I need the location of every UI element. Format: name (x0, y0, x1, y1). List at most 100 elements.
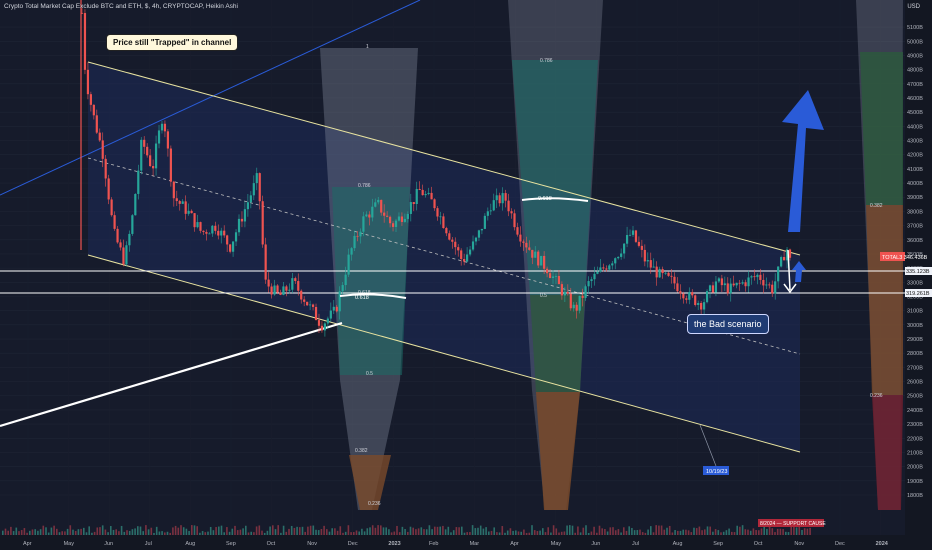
volume-bar (331, 528, 333, 535)
volume-bar (231, 528, 234, 535)
volume-bar (795, 527, 798, 535)
candle-body (501, 193, 504, 204)
candle-body (341, 285, 344, 292)
candle-body (394, 220, 398, 227)
candle-body (427, 192, 430, 195)
volume-bar (112, 529, 115, 535)
volume-bar (10, 526, 12, 535)
volume-bar (579, 532, 582, 535)
candle-body (474, 237, 478, 242)
volume-bar (720, 532, 722, 535)
callout-trapped: Price still "Trapped" in channel (106, 34, 239, 51)
candle-body (605, 268, 608, 270)
candle-body (631, 230, 635, 235)
volume-bar (798, 526, 801, 535)
candle-body (614, 258, 617, 264)
x-tick-label: Jul (145, 541, 152, 547)
volume-bar (401, 526, 404, 535)
volume-bar (93, 531, 96, 535)
candle-body (551, 276, 555, 279)
candle-body (463, 259, 466, 262)
volume-bar (682, 529, 684, 535)
candle-body (217, 230, 220, 236)
candle-body (226, 235, 229, 245)
volume-bar (552, 525, 555, 535)
candle-body (353, 235, 356, 249)
volume-bar (274, 529, 277, 535)
candle-body (788, 249, 792, 258)
volume-bar (596, 532, 598, 535)
candle-body (86, 69, 90, 95)
volume-bar (288, 528, 290, 535)
candle-body (291, 278, 294, 290)
volume-bar (56, 528, 58, 535)
bad-scenario-label: the Bad scenario (687, 314, 769, 334)
y-tick-label: 2300B (907, 422, 923, 428)
candle-body (421, 189, 424, 196)
candle-body (326, 318, 329, 324)
y-tick-label: 1900B (907, 479, 923, 485)
volume-bar (461, 526, 463, 535)
key-level-label: 0.618 (538, 196, 552, 202)
volume-bar (693, 527, 695, 535)
volume-bar (280, 532, 282, 535)
volume-bar (29, 530, 31, 535)
candle-body (400, 216, 404, 222)
candle-body (264, 244, 267, 280)
candle-body (418, 188, 421, 190)
volume-bar (371, 525, 374, 535)
key-level-1 (339, 293, 407, 299)
candle-body (154, 143, 158, 169)
volume-bar (677, 530, 679, 535)
candle-body (777, 266, 780, 282)
candle-body (412, 202, 415, 205)
candle-body (193, 213, 196, 228)
volume-bar (185, 528, 188, 535)
volume-bar (550, 532, 552, 535)
candle-body (415, 188, 418, 205)
fib-fan-3-green (860, 52, 903, 205)
candle-body (774, 281, 777, 294)
candle-body (765, 284, 768, 286)
fib-fan-2-green (512, 60, 598, 295)
candle-body (311, 304, 315, 307)
candle-body (140, 139, 143, 171)
volume-bar (99, 527, 101, 535)
volume-bar (150, 527, 153, 535)
candle-body (516, 227, 519, 235)
volume-bar (215, 527, 217, 535)
candle-body (199, 222, 202, 231)
volume-bar (531, 525, 533, 535)
volume-bar (447, 526, 450, 535)
y-tick-label: 2900B (907, 337, 923, 343)
volume-bar (612, 527, 614, 535)
y-tick-label: 2400B (907, 408, 923, 414)
candle-body (785, 249, 789, 261)
volume-bar (744, 529, 747, 535)
candle-body (747, 277, 750, 287)
volume-bar (539, 530, 541, 535)
time-axis[interactable]: Apr May Jun Jul Aug Sep Oct Nov Dec 2023 Feb Mar Apr… (0, 535, 905, 550)
candle-body (628, 234, 632, 236)
candle-body (519, 234, 522, 242)
candle-body (169, 148, 172, 182)
candle-body (151, 166, 155, 169)
candle-body (700, 302, 703, 310)
candle-body (522, 241, 525, 243)
x-tick-label: Feb (429, 541, 438, 547)
candle-body (572, 304, 575, 309)
volume-bar (620, 532, 622, 535)
volume-bar (272, 525, 274, 535)
volume-bar (660, 525, 663, 535)
volume-bar (655, 525, 657, 535)
volume-bar (336, 530, 339, 535)
candle-body (468, 249, 472, 255)
volume-bar (120, 525, 123, 535)
candle-body (466, 254, 469, 262)
candle-body (507, 200, 510, 212)
candle-body (753, 276, 756, 278)
volume-bar (45, 527, 47, 535)
candle-body (691, 292, 694, 296)
volume-bar (80, 528, 82, 535)
